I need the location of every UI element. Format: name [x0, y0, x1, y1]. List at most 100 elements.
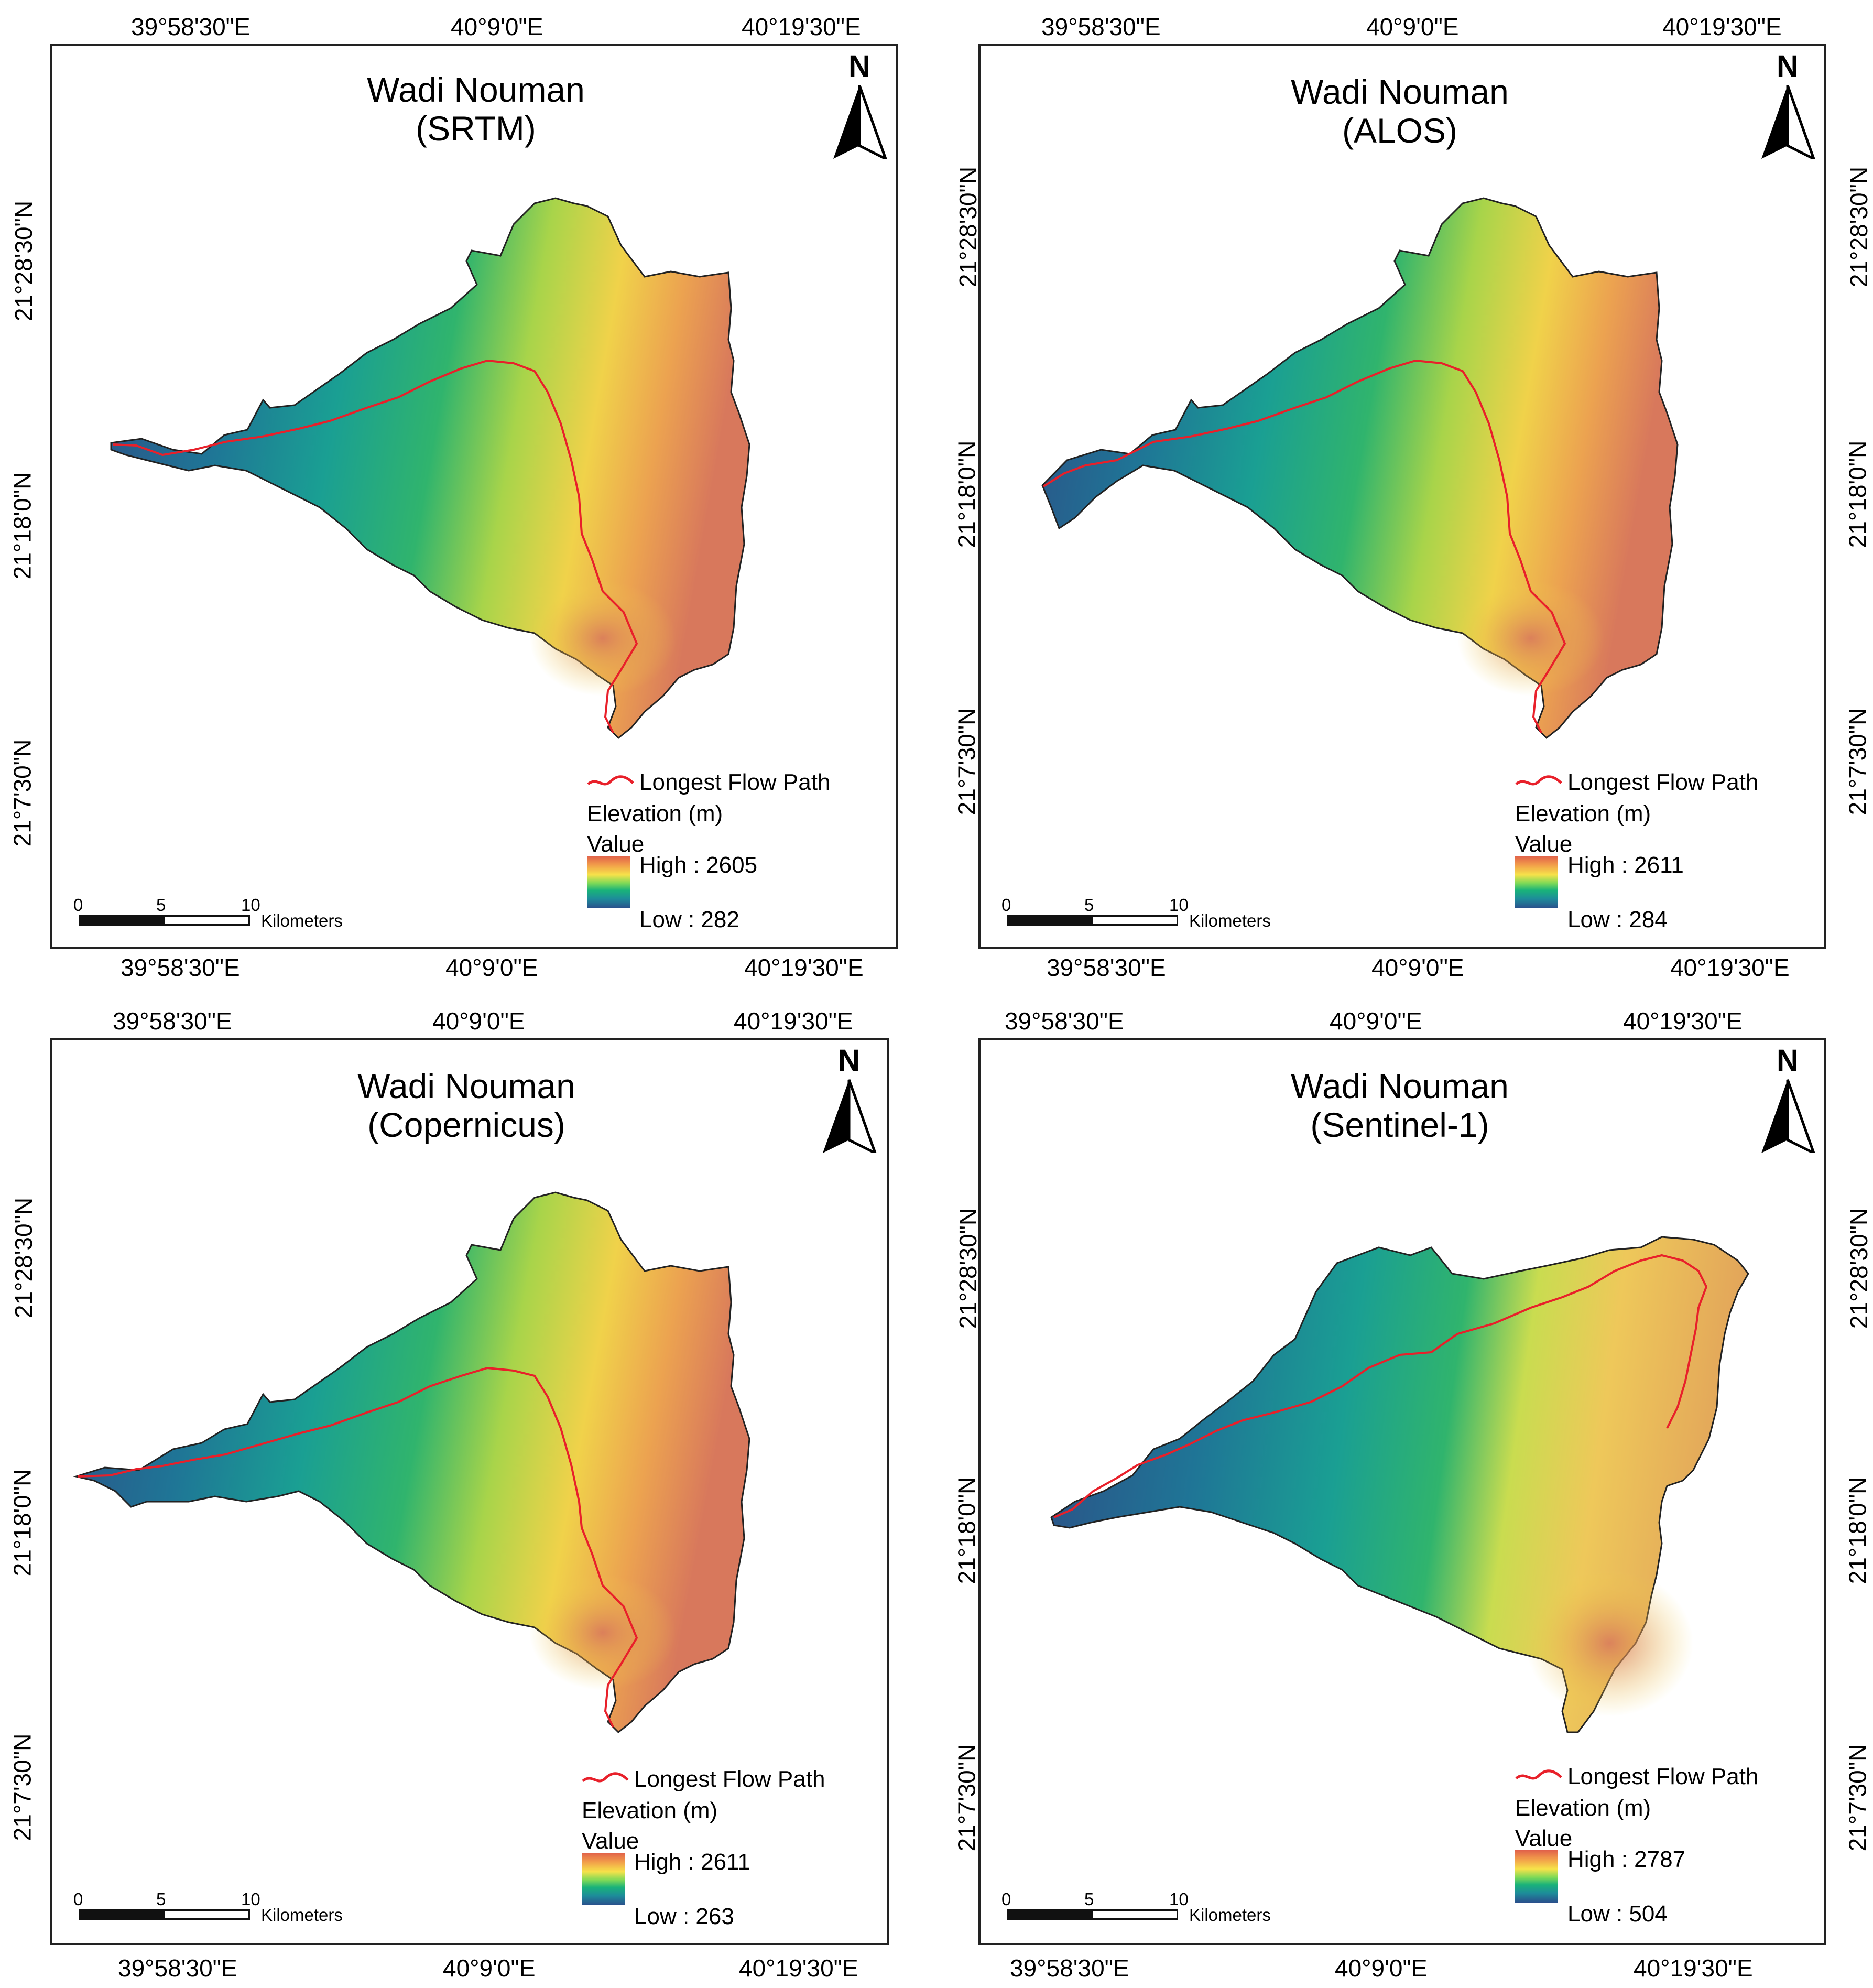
scale-segment-dark — [1007, 1909, 1093, 1920]
flow-path-legend-symbol — [587, 775, 634, 786]
lon-label-top-3: 40°19'30"E — [1623, 1007, 1743, 1035]
lat-label-1: 21°28'30"N — [10, 200, 38, 322]
scale-segment-light — [1092, 915, 1178, 926]
value-legend-label: Value — [587, 831, 645, 857]
lon-label-top-2: 40°9'0"E — [432, 1007, 525, 1035]
lon-label-bottom-1: 39°58'30"E — [1047, 954, 1166, 981]
elevation-color-ramp — [1515, 1850, 1558, 1903]
lat-label-right-2: 21°18'0"N — [1844, 440, 1871, 548]
lon-label-top-1: 39°58'30"E — [113, 1007, 232, 1035]
flow-path-legend-symbol — [582, 1772, 629, 1783]
scale-unit-label: Kilometers — [261, 1905, 343, 1925]
flow-path-legend-label: Longest Flow Path — [639, 769, 831, 795]
lon-label-bottom-1: 39°58'30"E — [121, 954, 240, 981]
map-panel-alos: 39°58'30"E 40°9'0"E 40°19'30"E 21°28'30"… — [936, 0, 1873, 994]
scale-unit-label: Kilometers — [261, 911, 343, 930]
elevation-high-label: High : 2611 — [634, 1849, 750, 1875]
scale-5-label: 5 — [1084, 1889, 1094, 1909]
north-arrow: N — [815, 1043, 883, 1153]
scale-5-label: 5 — [156, 895, 166, 915]
scale-10-label: 10 — [1169, 1889, 1189, 1909]
lon-label-bottom-2: 40°9'0"E — [1371, 954, 1464, 981]
flow-path-legend-label: Longest Flow Path — [1567, 769, 1759, 795]
map-title: Wadi Nouman (Sentinel-1) — [1291, 1067, 1509, 1144]
lat-label-2: 21°18'0"N — [953, 440, 981, 548]
scale-0-label: 0 — [73, 895, 83, 915]
scale-10-label: 10 — [241, 1889, 260, 1909]
watershed-elevation-map — [73, 1191, 750, 1734]
map-legend: Longest Flow Path Elevation (m) Value Hi… — [1515, 1764, 1830, 1937]
elevation-legend-label: Elevation (m) — [1515, 801, 1651, 827]
lon-label-top-3: 40°19'30"E — [1662, 13, 1782, 40]
elevation-legend-label: Elevation (m) — [587, 801, 723, 827]
map-title: Wadi Nouman (ALOS) — [1291, 72, 1509, 150]
lon-label-top-1: 39°58'30"E — [131, 13, 251, 40]
lon-label-bottom-3: 40°19'30"E — [1670, 954, 1790, 981]
map-frame: Wadi Nouman (ALOS) N Longest Flow Path El… — [978, 44, 1826, 949]
lon-label-top-2: 40°9'0"E — [451, 13, 543, 40]
lat-label-2: 21°18'0"N — [8, 472, 36, 580]
lat-label-1: 21°28'30"N — [954, 1208, 982, 1329]
scale-unit-label: Kilometers — [1189, 911, 1271, 930]
scale-segment-light — [164, 915, 250, 926]
lon-label-bottom-3: 40°19'30"E — [1634, 1954, 1753, 1982]
map-panel-sentinel-1: 39°58'30"E 40°9'0"E 40°19'30"E 21°28'30"… — [936, 994, 1873, 1988]
lat-label-right-3: 21°7'30"N — [1844, 1744, 1871, 1852]
scale-0-label: 0 — [1001, 1889, 1011, 1909]
map-legend: Longest Flow Path Elevation (m) Value Hi… — [1515, 769, 1830, 942]
elevation-low-label: Low : 504 — [1567, 1901, 1668, 1927]
flow-path-legend-symbol — [1515, 1769, 1562, 1780]
elevation-legend-label: Elevation (m) — [1515, 1795, 1651, 1821]
elevation-high-label: High : 2605 — [639, 852, 758, 878]
lon-label-top-3: 40°19'30"E — [734, 1007, 853, 1035]
longest-flow-path — [112, 360, 638, 733]
north-letter: N — [838, 1044, 860, 1078]
scale-segment-dark — [79, 1909, 165, 1920]
lat-label-2: 21°18'0"N — [8, 1469, 36, 1577]
elevation-color-ramp — [1515, 856, 1558, 908]
map-frame: Wadi Nouman (Sentinel-1) N Longest Flow P… — [978, 1038, 1826, 1945]
map-title: Wadi Nouman (Copernicus) — [357, 1067, 575, 1144]
scale-segment-light — [1092, 1909, 1178, 1920]
elevation-color-ramp — [582, 1853, 625, 1905]
flow-path-legend-label: Longest Flow Path — [1567, 1764, 1759, 1789]
longest-flow-path — [77, 1367, 638, 1728]
north-letter: N — [848, 49, 870, 83]
scale-unit-label: Kilometers — [1189, 1905, 1271, 1925]
lon-label-top-2: 40°9'0"E — [1366, 13, 1459, 40]
scale-bar: 0 5 10 Kilometers — [73, 895, 398, 937]
elevation-low-label: Low : 263 — [634, 1904, 734, 1929]
elevation-high-label: High : 2611 — [1567, 852, 1684, 878]
scale-bar: 0 5 10 Kilometers — [73, 1889, 398, 1931]
map-frame: Wadi Nouman (SRTM) N Longest Flow Path El… — [50, 44, 898, 949]
lat-label-3: 21°7'30"N — [953, 1744, 981, 1852]
scale-0-label: 0 — [73, 1889, 83, 1909]
scale-segment-dark — [79, 915, 165, 926]
value-legend-label: Value — [1515, 831, 1573, 857]
value-legend-label: Value — [1515, 1826, 1573, 1851]
elevation-low-label: Low : 284 — [1567, 907, 1668, 932]
scale-bar: 0 5 10 Kilometers — [1001, 1889, 1326, 1931]
longest-flow-path — [1042, 360, 1566, 733]
watershed-elevation-map — [110, 197, 750, 740]
scale-0-label: 0 — [1001, 895, 1011, 915]
lat-label-3: 21°7'30"N — [953, 708, 981, 816]
scale-segment-light — [164, 1909, 250, 1920]
map-panel-srtm: 39°58'30"E 40°9'0"E 40°19'30"E 21°28'30"… — [0, 0, 936, 994]
lon-label-bottom-2: 40°9'0"E — [443, 1954, 536, 1982]
north-arrow: N — [1754, 1043, 1822, 1153]
lon-label-top-2: 40°9'0"E — [1330, 1007, 1422, 1035]
lat-label-1: 21°28'30"N — [10, 1197, 38, 1319]
lat-label-right-1: 21°28'30"N — [1845, 166, 1873, 288]
watershed-elevation-map — [1041, 197, 1679, 740]
lon-label-top-1: 39°58'30"E — [1041, 13, 1161, 40]
lat-label-right-2: 21°18'0"N — [1844, 1476, 1871, 1584]
lat-label-3: 21°7'30"N — [8, 739, 36, 847]
map-panel-copernicus: 39°58'30"E 40°9'0"E 40°19'30"E 21°28'30"… — [0, 994, 936, 1988]
lat-label-right-1: 21°28'30"N — [1845, 1208, 1873, 1329]
lat-label-2: 21°18'0"N — [953, 1476, 981, 1584]
flow-path-legend-symbol — [1515, 775, 1562, 786]
elevation-low-label: Low : 282 — [639, 907, 739, 932]
lon-label-top-1: 39°58'30"E — [1005, 1007, 1124, 1035]
map-legend: Longest Flow Path Elevation (m) Value Hi… — [582, 1766, 896, 1939]
